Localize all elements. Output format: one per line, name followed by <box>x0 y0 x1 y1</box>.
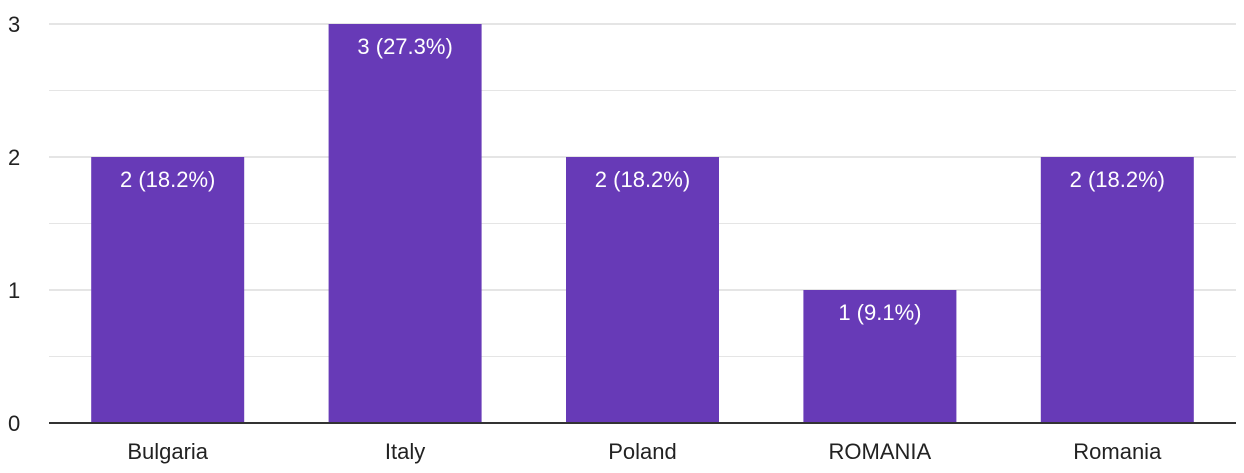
data-label: 2 (18.2%) <box>120 167 215 192</box>
x-tick-label: Italy <box>385 439 425 464</box>
x-tick-label: Poland <box>608 439 677 464</box>
data-label: 2 (18.2%) <box>595 167 690 192</box>
bars: 2 (18.2%) 3 (27.3%) 2 (18.2%) 1 (9.1%) 2 (18… <box>91 24 1194 423</box>
data-label: 3 (27.3%) <box>357 34 452 59</box>
bar-romania <box>803 290 957 423</box>
bar-poland <box>566 157 719 423</box>
y-tick-label: 3 <box>8 12 20 37</box>
axes: 0 1 2 3 Bulgaria Italy Poland ROMANIA Romania <box>8 12 1236 464</box>
bar-italy <box>328 24 482 423</box>
x-tick-label: ROMANIA <box>829 439 932 464</box>
x-tick-label: Romania <box>1073 439 1162 464</box>
x-tick-label: Bulgaria <box>127 439 208 464</box>
bar-bulgaria <box>91 157 245 423</box>
grid-lines <box>49 23 1236 357</box>
data-label: 1 (9.1%) <box>838 300 921 325</box>
bar-romania <box>1040 157 1194 423</box>
y-tick-label: 1 <box>8 278 20 303</box>
data-label: 2 (18.2%) <box>1070 167 1165 192</box>
y-tick-label: 2 <box>8 145 20 170</box>
y-tick-label: 0 <box>8 411 20 436</box>
